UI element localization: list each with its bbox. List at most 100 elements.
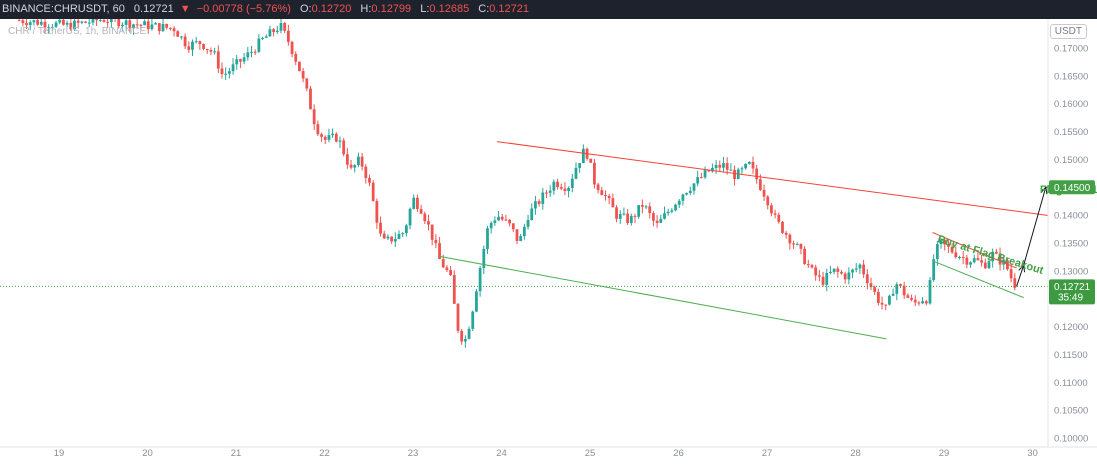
x-tick-label: 19	[54, 448, 65, 459]
candle-body	[725, 163, 729, 170]
candle-body	[102, 20, 106, 22]
y-tick-label: 0.15000	[1054, 155, 1088, 166]
currency-badge[interactable]: USDT	[1049, 24, 1087, 39]
candle-body	[640, 205, 644, 207]
candle-body	[290, 41, 294, 55]
candle-body	[353, 165, 357, 168]
candle-body	[371, 182, 375, 202]
candle-body	[928, 280, 932, 304]
candle-body	[235, 59, 239, 65]
candle-body	[677, 200, 681, 205]
candle-body	[73, 20, 76, 30]
candle-body	[744, 163, 748, 169]
candle-body	[216, 51, 220, 69]
candle-body	[135, 24, 139, 26]
candle-body	[847, 272, 851, 280]
y-tick-label: 0.17000	[1054, 44, 1088, 55]
candle-body	[239, 59, 242, 62]
symbol-header: BINANCE:CHRUSDT, 60 0.12721 ▼ −0.00778 (…	[0, 0, 1097, 19]
candle-body	[699, 177, 703, 179]
candle-body	[227, 71, 231, 74]
candle-body	[773, 213, 777, 215]
candle-body	[194, 41, 198, 43]
y-axis-panel	[1048, 19, 1097, 466]
candle-body	[1006, 260, 1009, 270]
candle-body	[961, 257, 965, 259]
candle-body	[264, 36, 268, 38]
candle-body	[434, 239, 438, 244]
candle-body	[379, 222, 382, 234]
candle-body	[43, 21, 47, 28]
candle-body	[404, 225, 408, 234]
candle-body	[924, 301, 928, 304]
candle-body	[991, 251, 995, 262]
candle-body	[401, 233, 405, 235]
candle-body	[231, 64, 235, 72]
y-tick-label: 0.13000	[1054, 266, 1088, 277]
open-value: 0.12720	[311, 3, 352, 15]
y-tick-label: 0.13500	[1054, 239, 1088, 250]
symbol-label[interactable]: BINANCE:CHRUSDT, 60	[2, 3, 125, 15]
candle-body	[718, 164, 722, 168]
candle-body	[109, 19, 113, 23]
candle-body	[65, 22, 69, 25]
candle-body	[817, 275, 821, 277]
candle-body	[95, 19, 99, 21]
x-tick-label: 21	[231, 448, 242, 459]
candle-body	[593, 162, 596, 185]
candle-body	[548, 190, 552, 193]
candle-body	[869, 283, 873, 288]
candle-body	[563, 188, 567, 192]
candle-body	[36, 20, 40, 25]
candle-body	[257, 38, 261, 52]
candle-body	[117, 19, 121, 27]
candle-body	[947, 244, 950, 247]
candle-body	[298, 61, 301, 72]
candle-body	[522, 226, 526, 237]
close-value: 0.12721	[489, 3, 530, 15]
candle-body	[770, 205, 773, 214]
candle-body	[294, 54, 298, 62]
candle-body	[832, 268, 836, 272]
candle-body	[393, 238, 397, 242]
candle-body	[478, 268, 482, 292]
down-arrow-icon: ▼	[179, 3, 191, 15]
candle-body	[578, 163, 582, 168]
candle-body	[519, 236, 523, 241]
y-tick-label: 0.10000	[1054, 434, 1088, 445]
candle-body	[54, 22, 58, 27]
candle-body	[836, 268, 840, 272]
candle-body	[644, 206, 648, 208]
flag-upper-trendline	[932, 231, 1017, 269]
candle-body	[1009, 269, 1013, 279]
candle-body	[183, 36, 187, 47]
x-tick-label: 20	[142, 448, 153, 459]
candle-body	[202, 43, 205, 50]
price-chart[interactable]: 0.17000 0.16500 0.16000 0.15500 0.15000 0.145…	[0, 19, 1097, 466]
candle-body	[143, 21, 146, 26]
candle-body	[382, 233, 386, 239]
candle-body	[342, 140, 346, 155]
y-tick-label: 0.11000	[1054, 378, 1088, 389]
candle-body	[47, 27, 51, 29]
candle-body	[688, 190, 692, 194]
candle-body	[128, 20, 132, 29]
candle-body	[526, 219, 530, 227]
candle-body	[456, 303, 460, 331]
candle-body	[50, 26, 54, 28]
candle-body	[309, 88, 312, 110]
candle-body	[121, 24, 124, 27]
candle-body	[696, 177, 700, 184]
candle-body	[884, 304, 888, 306]
candle-body	[209, 49, 213, 52]
candle-body	[943, 239, 947, 245]
candle-body	[286, 30, 290, 42]
candle-body	[253, 51, 257, 53]
candle-body	[722, 163, 725, 168]
close-label: C:	[478, 3, 490, 15]
lower-trendline	[439, 255, 887, 340]
candle-body	[305, 78, 309, 89]
candle-body	[508, 219, 512, 224]
candle-body	[390, 236, 394, 242]
x-tick-label: 28	[850, 448, 861, 459]
